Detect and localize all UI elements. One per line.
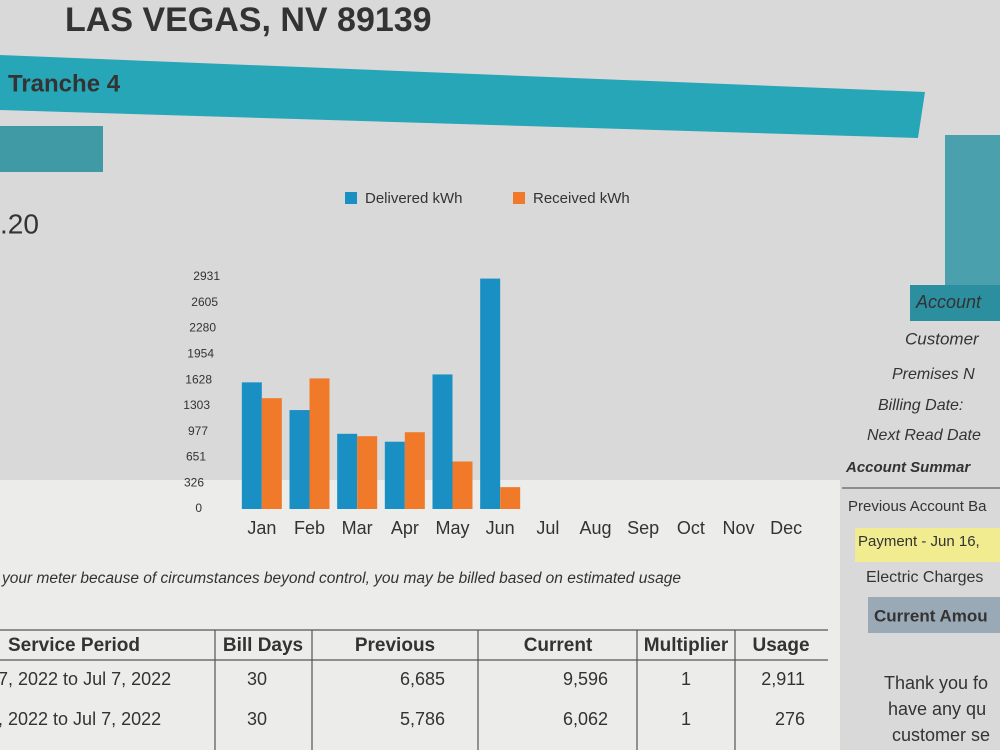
y-tick-label: 1954 <box>187 347 214 361</box>
bar <box>261 398 282 509</box>
x-tick-label: Oct <box>677 518 705 538</box>
address: LAS VEGAS, NV 89139 <box>65 1 432 39</box>
bar <box>289 410 310 509</box>
bar <box>357 436 378 509</box>
table-cell: , 2022 to Jul 7, 2022 <box>0 709 161 729</box>
x-tick-label: Sep <box>627 518 659 538</box>
note-line: have any qu <box>888 699 986 719</box>
y-tick-label: 2280 <box>189 321 216 335</box>
summary-item: Payment - Jun 16, <box>858 533 980 550</box>
y-tick-label: 2931 <box>193 269 220 283</box>
paper-lower <box>0 480 840 750</box>
x-tick-label: Mar <box>342 518 373 538</box>
y-tick-label: 977 <box>188 424 208 438</box>
summary-title: Account Summar <box>845 459 971 476</box>
y-tick-label: 326 <box>184 475 204 489</box>
chart: 0 326 651 977 1303 1628 1954 2280 2605 2931 Jan Feb… <box>183 190 802 538</box>
bar <box>404 432 425 509</box>
bar <box>500 487 521 509</box>
panel-label: Account <box>915 292 982 312</box>
legend-label: Delivered kWh <box>365 190 463 207</box>
tranche: Tranche 4 <box>8 70 121 97</box>
x-tick-label: Dec <box>770 518 802 538</box>
bar <box>480 278 501 509</box>
table-cell: 6,685 <box>400 669 445 689</box>
teal-banner <box>0 55 925 138</box>
table: Service Period Bill Days Previous Current Mu… <box>0 635 810 729</box>
table-grid <box>0 629 828 750</box>
summary-item: Previous Account Ba <box>848 498 987 515</box>
panel-label: Next Read Date <box>867 427 981 444</box>
bar <box>241 382 262 509</box>
column-header: Usage <box>752 635 809 656</box>
bar <box>384 441 405 509</box>
table-cell: 1 <box>681 709 691 729</box>
column-header: Service Period <box>8 635 140 656</box>
y-tick-label: 1303 <box>183 398 210 412</box>
payment-highlight <box>855 528 1000 562</box>
bar <box>337 433 358 509</box>
table-cell: 2,911 <box>761 669 805 689</box>
y-tick-label: 2605 <box>191 295 218 309</box>
panel-label: Customer <box>905 329 980 348</box>
legend-label: Received kWh <box>533 190 630 207</box>
x-tick-label: Jun <box>486 518 515 538</box>
y-tick-label: 0 <box>195 501 202 515</box>
summary-item: Electric Charges <box>866 569 983 586</box>
y-tick-label: 1628 <box>185 372 212 386</box>
legend-swatch <box>345 192 357 204</box>
column-header: Previous <box>355 635 435 656</box>
column-header: Current <box>524 635 593 656</box>
column-header: Multiplier <box>644 635 729 656</box>
bar <box>309 378 330 509</box>
bar <box>452 461 473 509</box>
x-tick-label: Apr <box>391 518 419 538</box>
legend-swatch <box>513 192 525 204</box>
x-tick-label: Jan <box>247 518 276 538</box>
note-line: customer se <box>892 725 990 745</box>
x-tick-label: Jul <box>536 518 559 538</box>
amount: .20 <box>0 208 39 239</box>
table-cell: 9,596 <box>563 669 608 689</box>
table-cell: 30 <box>247 709 267 729</box>
table-cell: 6,062 <box>563 709 608 729</box>
panel-label: Premises N <box>892 366 975 383</box>
x-tick-label: May <box>435 518 469 538</box>
account-bar <box>910 285 1000 321</box>
y-tick-label: 651 <box>186 450 206 464</box>
teal-tab <box>0 126 103 172</box>
x-tick-label: Aug <box>579 518 611 538</box>
table-cell: 5,786 <box>400 709 445 729</box>
current-amount: Current Amou <box>874 606 988 625</box>
panel-label: Billing Date: <box>878 397 963 414</box>
x-tick-label: Feb <box>294 518 325 538</box>
notice: your meter because of circumstances beyo… <box>1 570 681 587</box>
table-cell: 30 <box>247 669 267 689</box>
table-cell: 276 <box>775 709 805 729</box>
table-cell: 7, 2022 to Jul 7, 2022 <box>0 669 171 689</box>
bar <box>432 374 453 509</box>
teal-box <box>945 135 1000 290</box>
note-line: Thank you fo <box>884 673 988 693</box>
column-header: Bill Days <box>223 635 303 656</box>
current-highlight <box>868 597 1000 633</box>
table-cell: 1 <box>681 669 691 689</box>
x-tick-label: Nov <box>722 518 754 538</box>
